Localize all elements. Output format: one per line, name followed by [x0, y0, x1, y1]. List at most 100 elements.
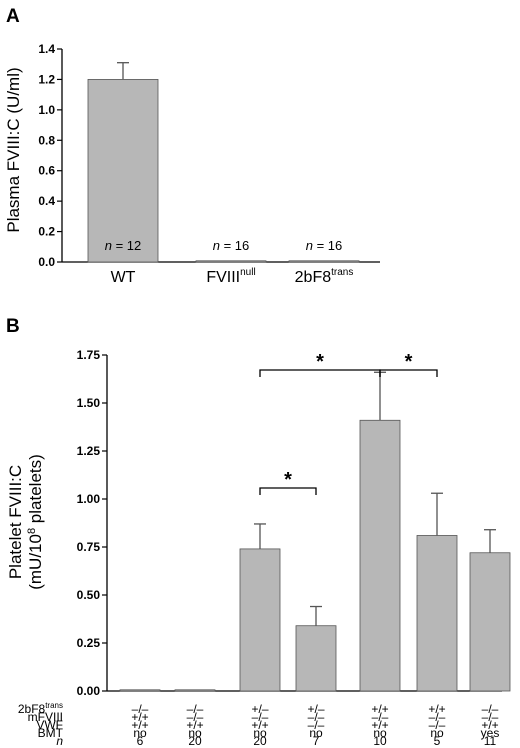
panel-b-table-cell: 10 — [373, 734, 387, 748]
panel-b-table-cell: no — [430, 726, 444, 740]
panel-b-bar — [359, 419, 401, 692]
panel-b-table-cell: –/– — [252, 710, 269, 724]
panel-a-n-label-count: = 16 — [220, 238, 249, 253]
panel-b-table-row-label: n — [56, 734, 63, 748]
panel-b-table-row-label-base: VWF — [36, 718, 63, 732]
panel-a-n-label: n = 16 — [213, 238, 250, 253]
panel-b-y-tick-label: 0.25 — [77, 636, 101, 650]
panel-a-n-label-count: = 12 — [112, 238, 141, 253]
panel-b-significance-star: * — [316, 351, 324, 373]
panel-a-error-bars — [117, 62, 129, 80]
panel-a-n-labels: n = 12 n = 16 n = 16 — [105, 238, 343, 253]
panel-b-table-row-label-sup: trans — [45, 701, 63, 710]
panel-b-significance-bracket — [379, 369, 438, 377]
panel-b-table-cell: +/+ — [131, 718, 148, 732]
panel-a-bar — [288, 260, 360, 263]
panel-b-table-row-label-base: mFVIII — [28, 710, 63, 724]
panel-b-y-label-post: platelets) — [26, 454, 45, 528]
panel-a-x-category-base: WT — [111, 269, 136, 286]
panel-b-significance-star: * — [284, 469, 292, 491]
panel-b-table-cell: +/+ — [481, 718, 498, 732]
panel-a-label: A — [6, 6, 20, 27]
panel-a-n-label-n: n — [105, 238, 112, 253]
panel-a-x-category-label: 2bF8trans — [295, 267, 354, 286]
panel-b-table-row-label: mFVIII — [28, 710, 63, 724]
panel-b: B 0.00 0.25 0.50 0.75 1.00 1.25 1.50 1.75 * * * 2… — [6, 316, 511, 748]
panel-b-table-row-label-base: BMT — [38, 726, 64, 740]
panel-b-y-tick-label: 0.00 — [77, 684, 101, 698]
panel-b-bars — [119, 419, 511, 692]
panel-b-table-cell: yes — [481, 726, 500, 740]
panel-a-n-label: n = 16 — [306, 238, 343, 253]
panel-b-table-row-label-base: n — [56, 734, 63, 748]
panel-b-table-cell: no — [133, 726, 147, 740]
panel-a-x-category-label: FVIIInull — [206, 267, 255, 286]
panel-b-y-tick-label: 1.50 — [77, 396, 101, 410]
panel-b-significance-bracket — [259, 487, 317, 495]
panel-a-bars — [87, 79, 360, 263]
panel-a-y-tick-label: 1.4 — [38, 42, 55, 56]
panel-b-bar — [416, 535, 458, 692]
panel-b-table-cell: no — [188, 726, 202, 740]
panel-b-table-cell: +/+ — [186, 718, 203, 732]
panel-a-y-tick-label: 1.2 — [38, 72, 55, 86]
panel-b-bar — [119, 689, 161, 692]
panel-b-significance-brackets: * * * — [259, 351, 438, 495]
panel-b-bar — [469, 552, 511, 692]
panel-b-y-tick-label: 0.50 — [77, 588, 101, 602]
panel-b-table-cell: 6 — [137, 734, 144, 748]
panel-b-table-cell: +/+ — [371, 702, 388, 716]
panel-b-y-tick-label: 1.00 — [77, 492, 101, 506]
panel-b-bar — [174, 689, 216, 692]
panel-b-table-cell: –/– — [308, 718, 325, 732]
panel-a-n-label-n: n — [213, 238, 220, 253]
panel-b-y-axis-label-line2: (mU/108 platelets) — [26, 454, 45, 590]
panel-b-y-tick-label: 0.75 — [77, 540, 101, 554]
panel-b-table-cell: no — [309, 726, 323, 740]
panel-b-y-tick-label: 1.25 — [77, 444, 101, 458]
panel-b-table-cell: 20 — [188, 734, 202, 748]
panel-b-bar — [295, 625, 337, 692]
panel-a-y-tick-label: 0.0 — [38, 255, 55, 269]
panel-b-table-cell: –/– — [187, 702, 204, 716]
panel-b-y-axis-label-line1: Platelet FVIII:C — [6, 465, 25, 579]
panel-b-table-cell: –/– — [482, 702, 499, 716]
panel-b-table-cell: –/– — [482, 710, 499, 724]
panel-a-y-axis-label: Plasma FVIII:C (U/ml) — [4, 67, 23, 232]
panel-a-x-category-base: 2bF8 — [295, 269, 332, 286]
panel-b-table-cell: 11 — [484, 734, 497, 748]
panel-a-x-category-base: FVIII — [206, 269, 240, 286]
panel-b-table-cell: –/– — [429, 718, 446, 732]
panel-a-x-categories: WT FVIIInull 2bF8trans — [111, 267, 354, 286]
panel-a-n-label: n = 12 — [105, 238, 142, 253]
panel-b-y-ticks: 0.00 0.25 0.50 0.75 1.00 1.25 1.50 1.75 — [77, 348, 107, 698]
panel-b-table-cell: +/+ — [251, 718, 268, 732]
panel-b-table-cell: 20 — [253, 734, 267, 748]
panel-b-y-label-sup: 8 — [26, 528, 38, 534]
panel-a-n-label-n: n — [306, 238, 313, 253]
panel-a-y-tick-label: 0.6 — [38, 164, 55, 178]
panel-a-y-tick-label: 0.4 — [38, 194, 55, 208]
panel-b-table-cell: –/– — [187, 710, 204, 724]
panel-b-table-row-label-base: 2bF8 — [18, 702, 46, 716]
panel-a-x-category-label: WT — [111, 269, 136, 286]
panel-b-table-row-label: BMT — [38, 726, 64, 740]
panel-b-table-cell: –/– — [308, 710, 325, 724]
panel-a-y-tick-label: 0.8 — [38, 133, 55, 147]
panel-b-y-tick-label: 1.75 — [77, 348, 101, 362]
panel-b-table-cell: +/+ — [371, 718, 388, 732]
panel-b-table-cell: 7 — [313, 734, 320, 748]
panel-b-table-cell: no — [373, 726, 387, 740]
panel-a-y-tick-label: 0.2 — [38, 225, 55, 239]
panel-b-table-cell: –/– — [429, 710, 446, 724]
panel-b-table-row-label: 2bF8trans — [18, 701, 63, 716]
panel-b-y-label-pre: (mU/10 — [26, 534, 45, 590]
panel-b-table-cell: +/– — [307, 702, 324, 716]
panel-a: A 0.00.20.40.60.81.01.21.4 n = 12 n = 16 n… — [4, 6, 380, 286]
panel-b-table-cell: no — [253, 726, 267, 740]
panel-b-table-cell: –/– — [132, 702, 149, 716]
panel-b-table-cell: +/+ — [428, 702, 445, 716]
panel-a-n-label-count: = 16 — [313, 238, 342, 253]
panel-b-table-cell: +/– — [251, 702, 268, 716]
